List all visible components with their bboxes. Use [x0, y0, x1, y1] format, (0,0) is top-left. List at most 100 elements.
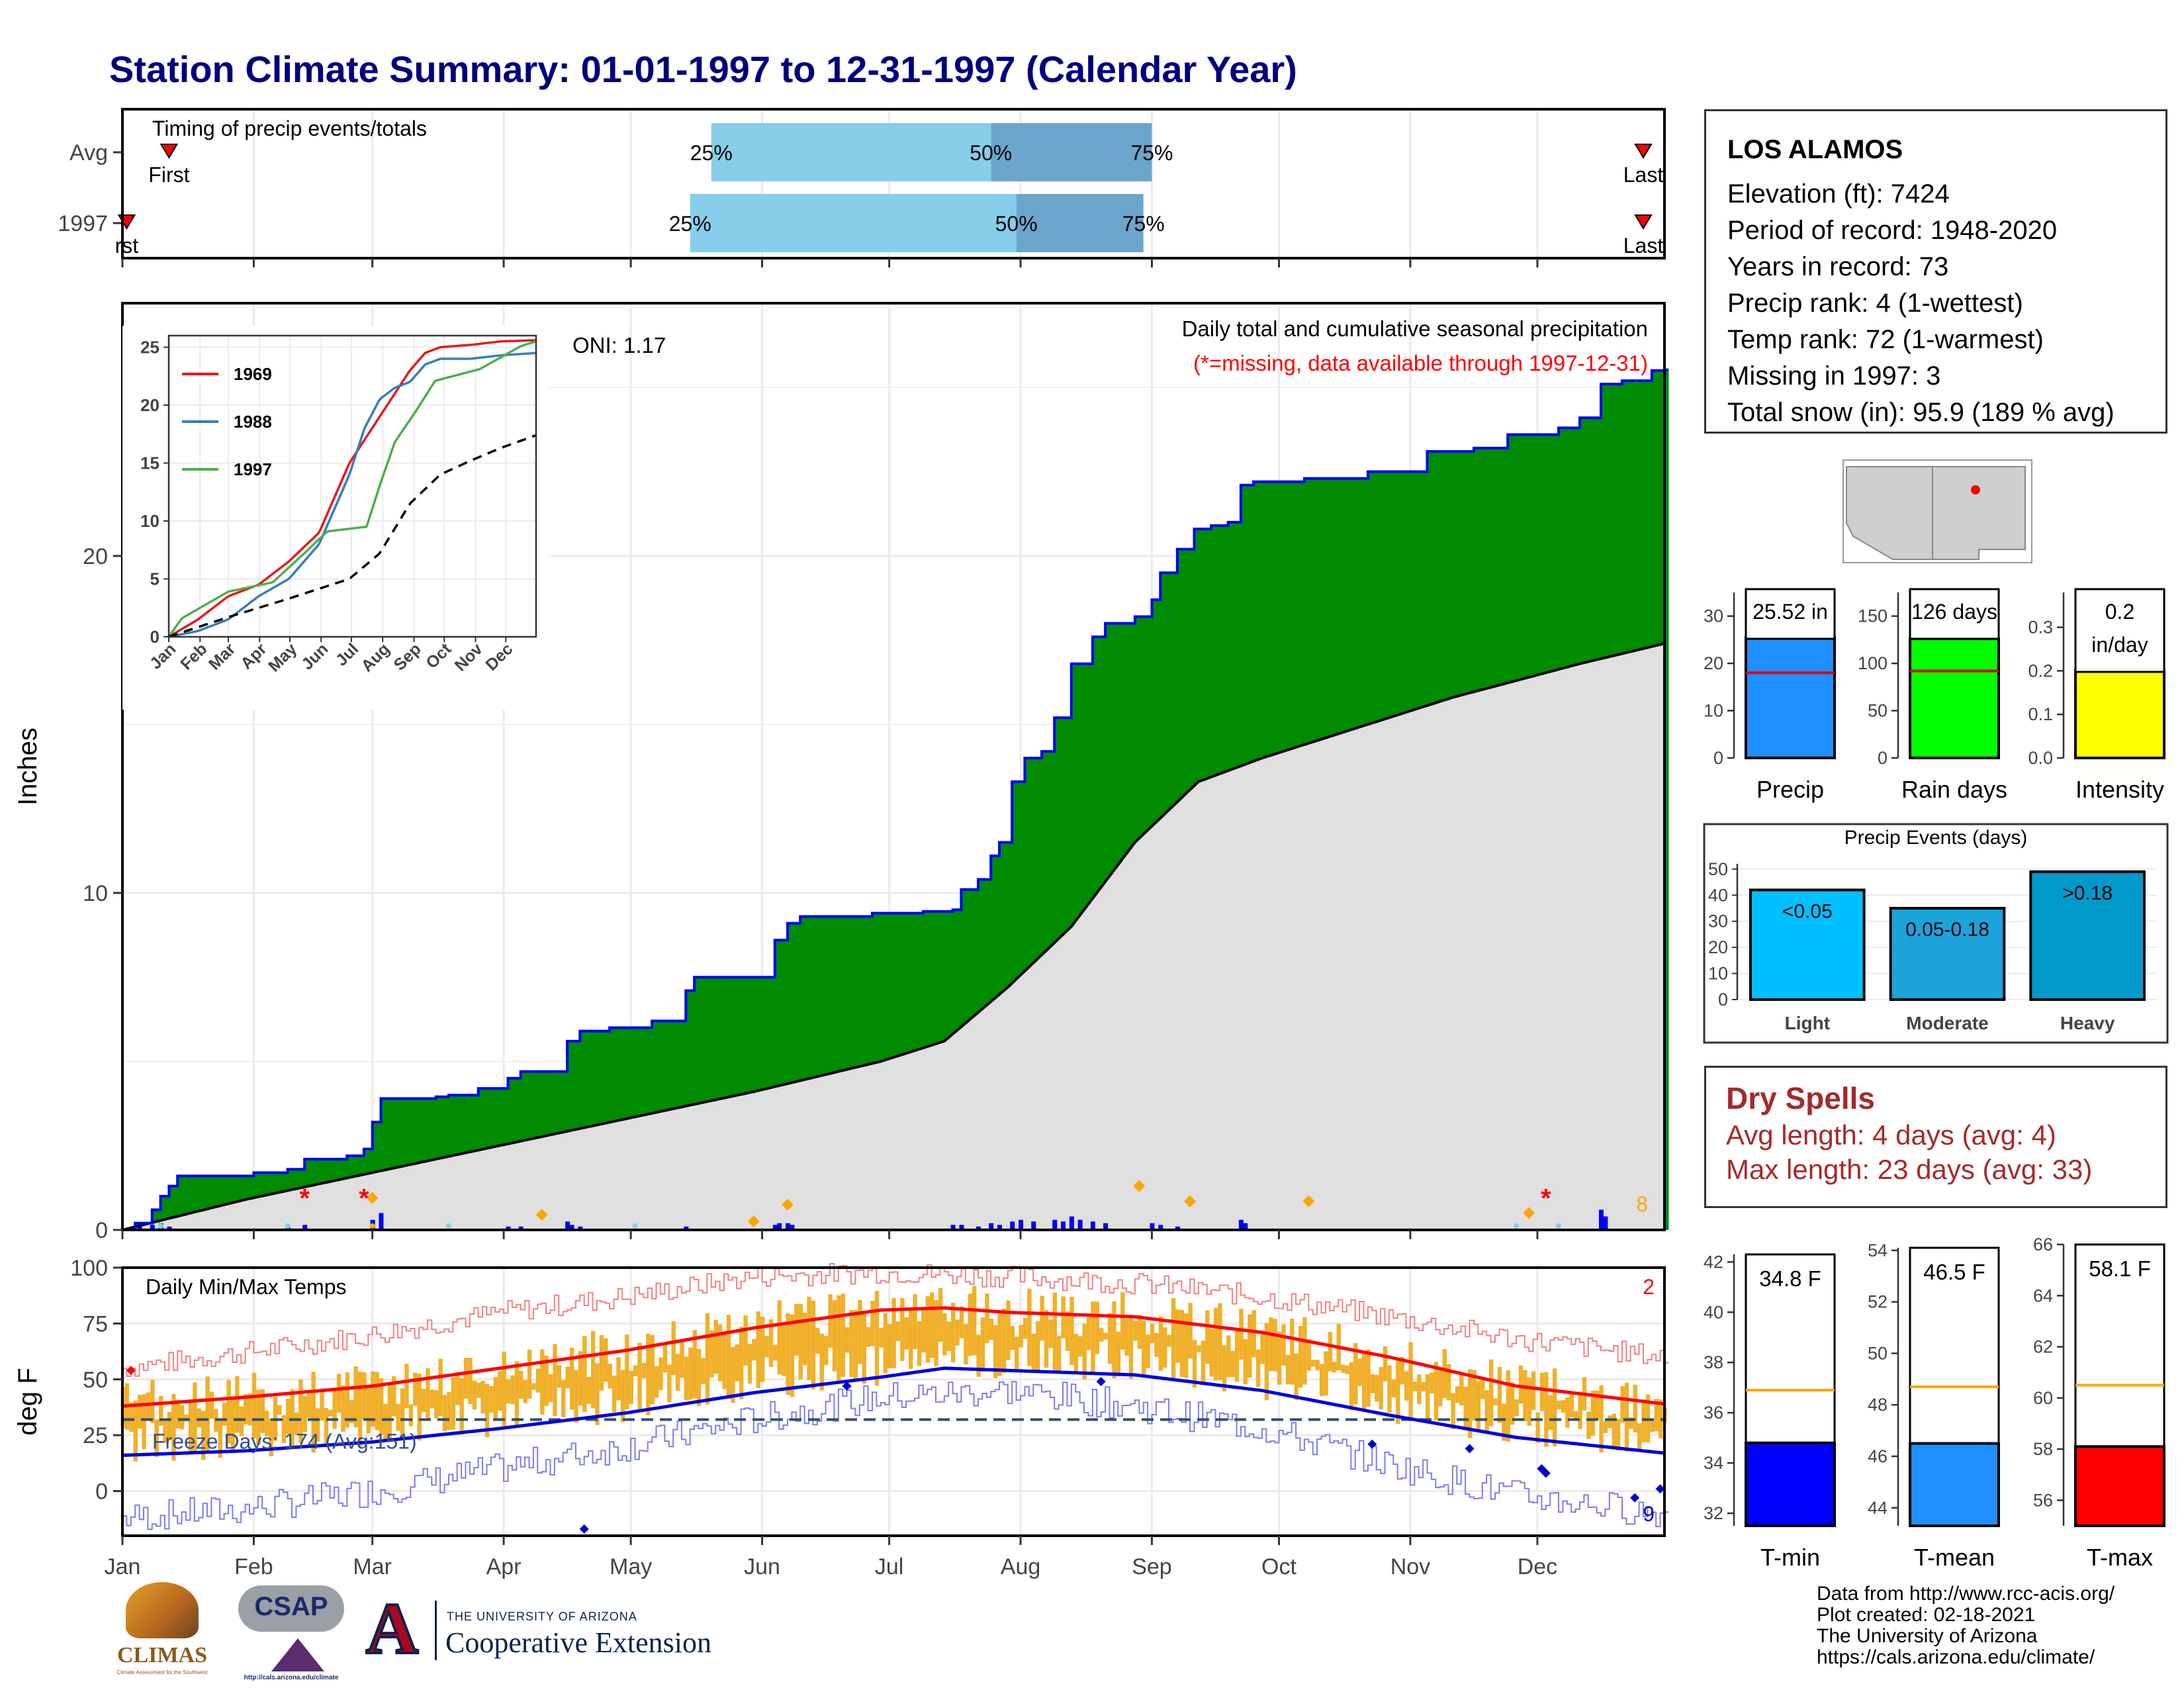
daily-temp-bar: [1027, 1288, 1032, 1366]
daily-temp-bar: [680, 1341, 684, 1378]
daily-temp-bar: [235, 1376, 240, 1433]
daily-temp-bar: [1514, 1399, 1519, 1417]
daily-temp-bar: [426, 1368, 430, 1419]
daily-temp-bar: [463, 1358, 469, 1399]
snow-marker-icon: [632, 1223, 638, 1229]
temp-x-tick-label: Aug: [1001, 1554, 1041, 1579]
daily-temp-bar: [743, 1315, 748, 1366]
daily-temp-bar: [1234, 1329, 1240, 1382]
daily-temp-bar: [540, 1349, 545, 1415]
temp-mean-1-y-tick-label: 46: [1868, 1446, 1888, 1466]
daily-temp-bar: [819, 1333, 824, 1391]
daily-temp-bar: [625, 1335, 629, 1410]
climas-logo-text: CLIMAS: [116, 1643, 208, 1667]
temp-mean-frame: [2074, 1243, 2165, 1448]
daily-temp-bar: [574, 1370, 578, 1423]
precip-events-category-label: Moderate: [1906, 1013, 1988, 1033]
temp-x-tick-label: Nov: [1390, 1554, 1430, 1579]
daily-temp-bar: [1527, 1378, 1531, 1427]
daily-temp-bar: [531, 1383, 536, 1390]
daily-temp-bar: [1163, 1327, 1167, 1368]
daily-temp-bar: [934, 1300, 938, 1366]
timing-q25-label: 25%: [690, 141, 733, 165]
daily-temp-bar: [1608, 1415, 1612, 1429]
timing-row-label: 1997: [58, 211, 108, 236]
temp-y-tick-label: 50: [83, 1368, 108, 1393]
inset-chart: 0510152025196919881997JanFebMarAprMayJun…: [122, 326, 549, 710]
daily-temp-bar: [997, 1312, 1002, 1376]
daily-temp-bar: [506, 1379, 511, 1404]
timing-first-label: rst: [115, 234, 139, 258]
daily-temp-bar: [1472, 1370, 1477, 1421]
temp-mean-2-label: T-max: [2087, 1544, 2153, 1571]
precip-total-1-y-tick-label: 50: [1868, 701, 1888, 721]
daily-temp-bar: [1188, 1303, 1193, 1359]
temp-mean-2-y-tick-label: 62: [2033, 1337, 2053, 1357]
record-min-line: [122, 1381, 1669, 1530]
temp-mean-1-y-tick-label: 54: [1868, 1241, 1888, 1260]
daily-temp-bar: [1430, 1372, 1434, 1394]
precip-total-2-label: Intensity: [2075, 776, 2164, 803]
daily-temp-bar: [752, 1338, 756, 1361]
daily-temp-bar: [489, 1385, 494, 1413]
precip-y-tick-label: 10: [83, 881, 108, 906]
daily-precip-bar: [1052, 1219, 1058, 1230]
daily-temp-bar: [1285, 1354, 1291, 1385]
temp-mean-0-y-tick-label: 38: [1704, 1352, 1723, 1372]
precip-total-2-bar: [2074, 669, 2165, 760]
precip-total-1-y-tick-label: 150: [1858, 606, 1888, 626]
inset-y-tick-label: 15: [140, 453, 159, 473]
daily-temp-bar: [171, 1394, 176, 1461]
daily-temp-bar: [1298, 1326, 1303, 1388]
daily-temp-bar: [1175, 1309, 1180, 1363]
daily-temp-bar: [286, 1398, 291, 1434]
temp-mean-2-y-tick-label: 64: [2033, 1286, 2053, 1305]
daily-temp-bar: [1539, 1372, 1545, 1411]
daily-temp-bar: [1548, 1395, 1553, 1430]
daily-temp-bar: [514, 1361, 520, 1428]
daily-temp-bar: [1552, 1368, 1557, 1447]
daily-temp-bar: [1010, 1325, 1015, 1350]
daily-precip-bar: [1069, 1216, 1074, 1230]
daily-temp-bar: [430, 1389, 435, 1409]
daily-temp-bar: [1506, 1370, 1510, 1442]
daily-temp-bar: [1311, 1360, 1316, 1367]
daily-temp-bar: [828, 1294, 833, 1348]
daily-temp-bar: [1052, 1292, 1058, 1371]
precip-total-0-label: Precip: [1756, 776, 1824, 803]
daily-temp-bar: [146, 1392, 151, 1421]
daily-temp-bar: [1425, 1374, 1430, 1419]
daily-temp-bar: [1353, 1342, 1358, 1405]
credit-url: https://cals.arizona.edu/climate/: [1817, 1646, 2095, 1668]
daily-temp-bar: [1319, 1364, 1324, 1397]
daily-temp-bar: [345, 1372, 350, 1428]
daily-temp-bar: [1306, 1339, 1312, 1371]
daily-temp-bar: [193, 1382, 197, 1454]
timing-row: 25% 50% 75% First Last: [148, 123, 1663, 187]
temp-top-count: 2: [1643, 1275, 1655, 1299]
precip-total-2-y-tick-label: 0.1: [2028, 704, 2053, 724]
daily-precip-bar: [772, 1225, 778, 1230]
temp-mean-0-bar: [1745, 1441, 1836, 1527]
daily-temp-bar: [866, 1327, 871, 1347]
snow-marker-icon: [1513, 1223, 1519, 1229]
daily-temp-bar: [1459, 1372, 1464, 1406]
climas-logo: CLIMAS Climate Assessment for the Southw…: [106, 1582, 218, 1681]
ua-divider: [435, 1601, 437, 1660]
station-temp-rank: Temp rank: 72 (1-warmest): [1727, 325, 2044, 354]
credits: Data from http://www.rcc-acis.org/ Plot …: [1817, 1583, 2115, 1668]
daily-temp-bar: [612, 1376, 617, 1413]
daily-temp-bar: [1442, 1349, 1447, 1398]
daily-temp-bar: [633, 1365, 638, 1377]
precip-total-value-box: [1909, 588, 2000, 640]
daily-temp-bar: [1433, 1362, 1439, 1421]
record-low-marker-icon: [1655, 1484, 1665, 1494]
daily-temp-bar: [1031, 1333, 1036, 1370]
precip-y-tick-label: 0: [95, 1218, 108, 1243]
snow-marker-icon: [1555, 1223, 1561, 1229]
daily-temp-bar: [1438, 1367, 1443, 1407]
temp-mean-0: 32 34 36 38 40 42 T-min 34.8 F: [1704, 1252, 1836, 1571]
daily-temp-bar: [133, 1400, 138, 1462]
daily-precip-bar: [1010, 1221, 1015, 1230]
